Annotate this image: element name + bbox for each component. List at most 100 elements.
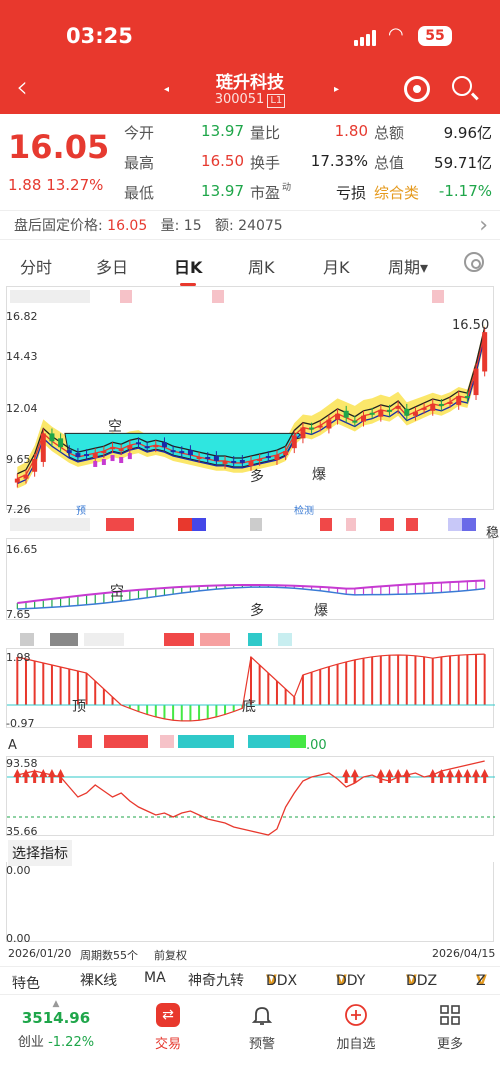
ind2-di-label: 底 bbox=[242, 699, 256, 715]
quote-value: 亏损 bbox=[336, 184, 367, 202]
quote-value: 1.80 bbox=[334, 122, 368, 140]
kline-marker bbox=[119, 457, 124, 464]
quote-value: 16.50 bbox=[201, 152, 244, 170]
kline-high-label: 16.50 bbox=[452, 318, 490, 333]
tab-zhouqi[interactable]: 周期▾ bbox=[388, 258, 429, 277]
legend-block bbox=[278, 633, 292, 646]
kline-candle bbox=[58, 438, 64, 448]
status-bar: 03:25 ◠ 55 bbox=[0, 0, 500, 68]
quote-label: 今开 bbox=[124, 124, 155, 142]
kline-jian-label: 检测 bbox=[294, 506, 314, 517]
kline-candle bbox=[283, 451, 289, 456]
ind2-line bbox=[17, 653, 485, 722]
kline-candle bbox=[404, 408, 410, 416]
kline-candle bbox=[239, 459, 245, 463]
quote-label: 换手 bbox=[250, 154, 281, 172]
legend-block bbox=[462, 518, 476, 531]
after-hours-bar[interactable]: 盘后固定价格: 16.05 量: 15 额: 24075 › bbox=[0, 210, 500, 240]
bottom-nav: ▲ 3514.96 创业 -1.22% ⇄ 交易 预警 加自选 更多 bbox=[0, 994, 500, 1087]
kline-marker bbox=[93, 460, 98, 467]
next-stock-icon[interactable]: ▸ bbox=[334, 84, 340, 95]
ind3-arrow bbox=[480, 769, 489, 783]
indicator2-panel[interactable] bbox=[6, 648, 495, 728]
tab-yuek[interactable]: 月K bbox=[323, 258, 350, 277]
ind3-arrow bbox=[437, 769, 446, 783]
index-value: 3514.96 bbox=[21, 1009, 91, 1027]
indicator3-panel[interactable] bbox=[6, 756, 495, 836]
tab-fenshi[interactable]: 分时 bbox=[20, 258, 53, 277]
ind3-arrow bbox=[385, 769, 394, 783]
indicator1-chart bbox=[16, 579, 486, 610]
kline-candle bbox=[14, 478, 20, 483]
ind3-arrow bbox=[454, 769, 463, 783]
legend-block bbox=[84, 633, 124, 646]
kline-candle bbox=[92, 453, 98, 458]
legend-block bbox=[50, 633, 78, 646]
kline-candle bbox=[274, 455, 280, 460]
ind3-arrow bbox=[463, 769, 472, 783]
ind2-ding-label: 顶 bbox=[72, 699, 86, 715]
kline-candle bbox=[231, 460, 237, 463]
kline-candle bbox=[456, 396, 462, 405]
date-axis: 2026/01/20 周期数55个 前复权 2026/04/15 bbox=[0, 944, 500, 962]
quote-label: 最低 bbox=[124, 184, 155, 202]
kline-candle bbox=[421, 407, 427, 410]
kline-axis-3: 12.04 bbox=[6, 402, 38, 415]
legend-block bbox=[250, 518, 262, 531]
indicator1-panel[interactable] bbox=[6, 538, 494, 620]
tool-ma[interactable]: MA bbox=[144, 970, 166, 986]
chevron-right-icon: › bbox=[479, 213, 488, 238]
ind3-arrow bbox=[342, 769, 351, 783]
kline-yu-label: 预 bbox=[76, 506, 86, 517]
quote-value: 17.33% bbox=[310, 152, 368, 170]
quote-label: 总额 bbox=[374, 124, 405, 142]
tool-shenqi[interactable]: 神奇九转 bbox=[188, 973, 244, 989]
tab-zhouk[interactable]: 周K bbox=[248, 258, 275, 277]
tab-duori[interactable]: 多日 bbox=[96, 258, 129, 277]
quote-label: 量比 bbox=[250, 124, 281, 142]
kline-candle bbox=[84, 454, 90, 457]
kline-candle bbox=[473, 368, 479, 396]
ind3-arrow bbox=[350, 769, 359, 783]
legend-block bbox=[346, 518, 356, 531]
kline-candle bbox=[361, 415, 367, 422]
kline-axis-1: 16.82 bbox=[6, 310, 38, 323]
kline-candle bbox=[257, 458, 263, 461]
nav-alert[interactable]: 预警 bbox=[222, 1003, 302, 1052]
settings-icon[interactable] bbox=[464, 252, 484, 272]
ind3-arrow bbox=[21, 769, 30, 783]
quote-value: 13.97 bbox=[201, 182, 244, 200]
search-icon[interactable] bbox=[452, 76, 472, 96]
ind3-axis-top: 93.58 bbox=[6, 757, 38, 770]
ind3-arrow bbox=[394, 769, 403, 783]
ind3-prefix: A bbox=[8, 738, 17, 753]
tab-rik[interactable]: 日K bbox=[174, 254, 202, 286]
ind1-line bbox=[17, 579, 485, 604]
legend-block bbox=[320, 518, 332, 531]
prev-stock-icon[interactable]: ◂ bbox=[164, 84, 170, 95]
kline-candle bbox=[23, 474, 29, 479]
battery-icon: 55 bbox=[418, 26, 452, 46]
indicator4-panel bbox=[6, 862, 494, 942]
kline-marker bbox=[110, 455, 115, 462]
nav-add-watchlist[interactable]: 加自选 bbox=[316, 1003, 396, 1052]
kline-candle bbox=[369, 412, 375, 415]
back-button[interactable]: ‹ bbox=[16, 70, 28, 105]
quote-label-sup: 动 bbox=[282, 183, 292, 193]
bell-icon bbox=[250, 1003, 274, 1027]
ind1-line bbox=[17, 586, 485, 610]
ind2-axis-bottom: -0.97 bbox=[6, 717, 35, 730]
kline-panel[interactable] bbox=[6, 286, 494, 510]
select-indicator-button[interactable]: 选择指标 bbox=[8, 840, 72, 866]
index-ticker[interactable]: ▲ 3514.96 创业 -1.22% bbox=[17, 999, 95, 1050]
quote-panel: 16.05 1.88 13.27% 今开 13.97 量比 1.80 总额 9.96亿 最高… bbox=[0, 114, 500, 208]
alarm-icon[interactable] bbox=[404, 76, 430, 102]
ind3-arrow bbox=[376, 769, 385, 783]
tool-luok[interactable]: 裸K线 bbox=[80, 973, 118, 989]
ind1-kong-label: 空 bbox=[110, 584, 124, 600]
nav-trade[interactable]: ⇄ 交易 bbox=[128, 1003, 208, 1052]
kline-candle bbox=[438, 403, 444, 406]
status-time: 03:25 bbox=[66, 24, 133, 48]
nav-more[interactable]: 更多 bbox=[410, 1003, 490, 1052]
level-badge: L1 bbox=[267, 94, 286, 108]
